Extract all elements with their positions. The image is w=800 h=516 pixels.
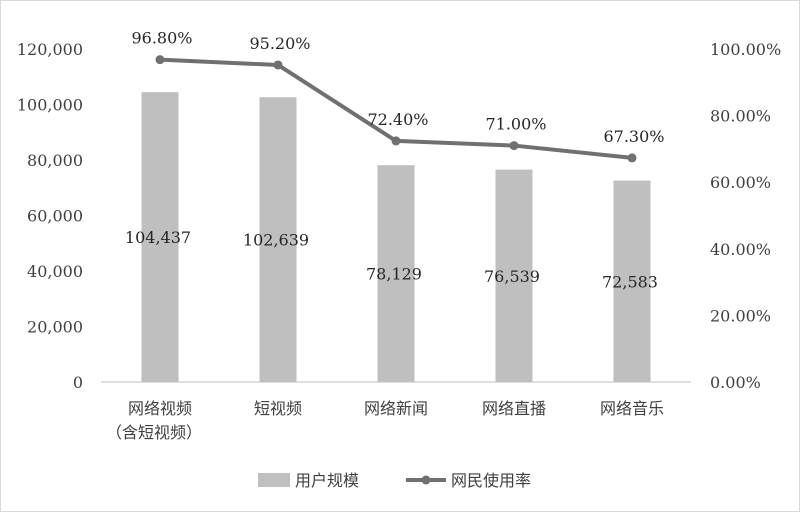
x-category-label: 短视频	[254, 399, 302, 418]
bar	[377, 165, 415, 382]
y-left-tick-label: 20,000	[27, 318, 83, 337]
line-group	[155, 55, 637, 163]
line-point	[155, 55, 165, 65]
bars-group	[141, 92, 651, 383]
x-category-label: 网络直播	[482, 399, 546, 418]
legend-swatch-marker	[421, 475, 431, 485]
bar	[141, 92, 179, 383]
y-left-tick-label: 0	[73, 373, 83, 392]
y-right-tick-label: 60.00%	[710, 173, 771, 192]
legend-swatch-bar	[258, 473, 290, 487]
bar	[613, 180, 651, 382]
line-data-label: 67.30%	[603, 127, 664, 146]
axes-group: 0 20,000 40,000 60,000 80,000 100,000 120,000 0…	[17, 40, 781, 442]
line-point	[627, 153, 637, 163]
legend: 用户规模 网民使用率	[258, 471, 531, 490]
y-left-tick-label: 100,000	[17, 96, 83, 115]
line-data-label: 72.40%	[367, 110, 428, 129]
line-data-label: 96.80%	[131, 29, 192, 48]
legend-label-line: 网民使用率	[451, 471, 531, 490]
y-right-tick-label: 20.00%	[710, 306, 771, 325]
y-left-tick-label: 60,000	[27, 207, 83, 226]
bar-data-label: 72,583	[602, 272, 658, 291]
line-point	[509, 141, 519, 151]
y-right-tick-label: 80.00%	[710, 107, 771, 126]
bar-data-label: 104,437	[125, 228, 191, 247]
bar	[259, 97, 297, 383]
line-point	[273, 60, 283, 70]
bar-data-label: 102,639	[243, 231, 309, 250]
x-category-label: 网络音乐	[600, 399, 664, 418]
data-labels-group: 104,437 102,639 78,129 76,539 72,583 96.80% 95…	[125, 29, 665, 292]
y-right-tick-label: 40.00%	[710, 240, 771, 259]
bar-data-label: 76,539	[484, 267, 540, 286]
x-category-label: 网络视频	[128, 399, 192, 418]
bar-data-label: 78,129	[366, 265, 422, 284]
y-right-tick-label: 100.00%	[710, 40, 781, 59]
y-left-tick-label: 40,000	[27, 262, 83, 281]
x-category-label: （含短视频）	[106, 423, 202, 442]
x-category-label: 网络新闻	[364, 399, 428, 418]
line-data-label: 71.00%	[485, 115, 546, 134]
bar	[495, 169, 533, 382]
line-point	[391, 136, 401, 146]
y-left-tick-label: 80,000	[27, 151, 83, 170]
legend-label-bar: 用户规模	[295, 471, 359, 490]
y-right-tick-label: 0.00%	[710, 373, 761, 392]
line-data-label: 95.20%	[249, 34, 310, 53]
y-left-tick-label: 120,000	[17, 40, 83, 59]
